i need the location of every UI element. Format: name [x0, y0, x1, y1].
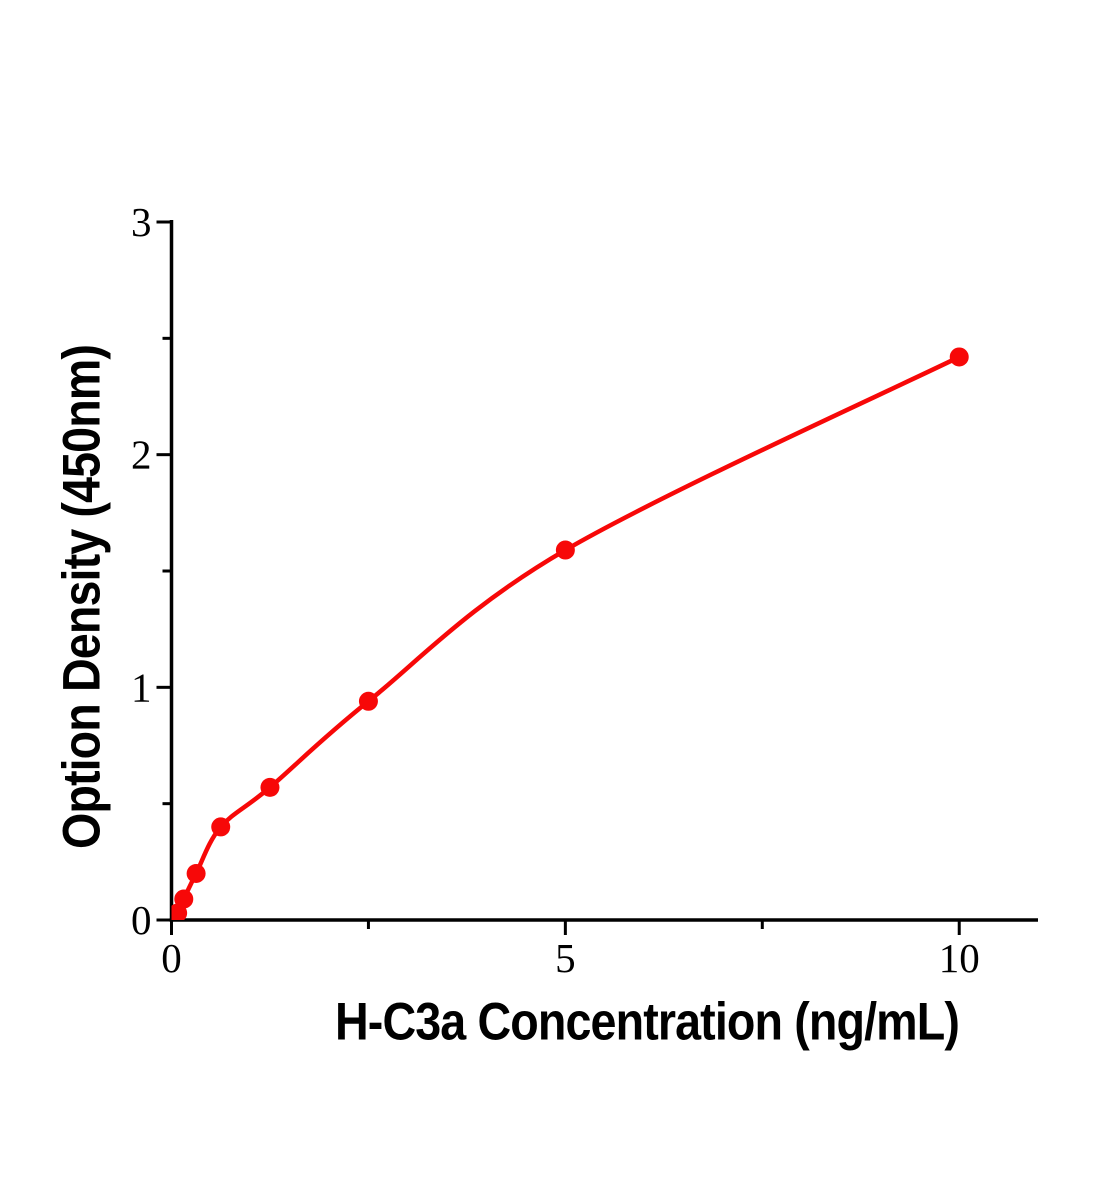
y-tick-label: 3 — [131, 199, 152, 245]
x-tick-label: 5 — [555, 935, 576, 981]
data-point — [358, 691, 378, 711]
data-point — [555, 540, 575, 560]
x-tick-label: 10 — [939, 935, 980, 981]
y-tick-label: 1 — [131, 664, 152, 710]
data-point — [211, 817, 231, 837]
y-tick-label: 2 — [131, 432, 152, 478]
data-point — [260, 777, 280, 797]
x-tick-label: 0 — [161, 935, 182, 981]
y-tick-label: 0 — [131, 897, 152, 943]
x-axis-title: H-C3a Concentration (ng/mL) — [334, 992, 960, 1052]
data-point — [949, 347, 969, 367]
data-point — [186, 863, 206, 883]
standard-curve-line — [175, 354, 962, 916]
data-point — [174, 889, 194, 909]
y-axis-title: Option Density (450nm) — [52, 344, 112, 850]
